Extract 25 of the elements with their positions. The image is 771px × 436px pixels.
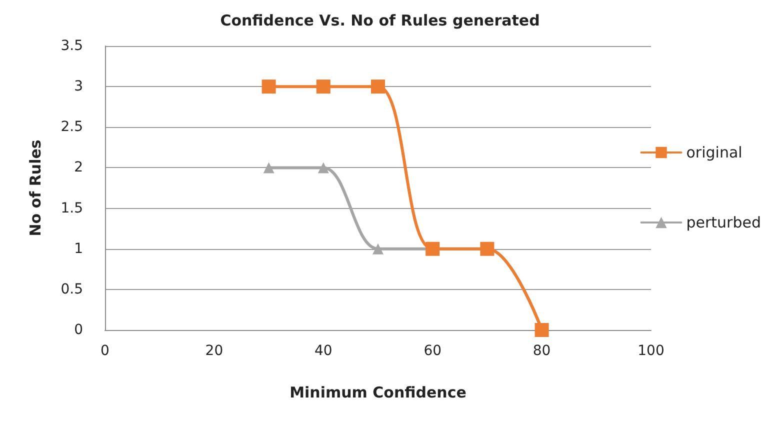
- legend-label: perturbed: [686, 214, 762, 232]
- x-tick-label: 80: [532, 343, 551, 359]
- y-tick-label: 3: [74, 78, 83, 95]
- x-axis-title: Minimum Confidence: [290, 384, 466, 402]
- y-tick-label: 2.5: [60, 119, 83, 136]
- point: [318, 162, 329, 174]
- x-tick-label: 0: [100, 343, 110, 359]
- x-tick-label: 100: [638, 343, 664, 359]
- point: [316, 80, 330, 94]
- x-tick-label: 40: [314, 343, 332, 359]
- y-axis-title: No of Rules: [26, 140, 44, 236]
- y-tick-label: 0: [74, 322, 83, 338]
- point: [372, 243, 384, 254]
- point: [263, 162, 274, 174]
- x-tick-label: 20: [205, 343, 224, 359]
- y-tick-label: 1: [74, 240, 83, 257]
- point: [262, 80, 276, 94]
- point: [371, 80, 385, 94]
- legend-label: original: [686, 144, 742, 162]
- y-tick-label: 2: [74, 160, 83, 176]
- y-tick-label: 3.5: [60, 38, 83, 54]
- y-tick-label: 1.5: [60, 200, 83, 216]
- chart-title: Confidence Vs. No of Rules generated: [220, 12, 540, 30]
- x-tick-label: 60: [424, 343, 442, 359]
- y-tick-label: 0.5: [60, 281, 83, 298]
